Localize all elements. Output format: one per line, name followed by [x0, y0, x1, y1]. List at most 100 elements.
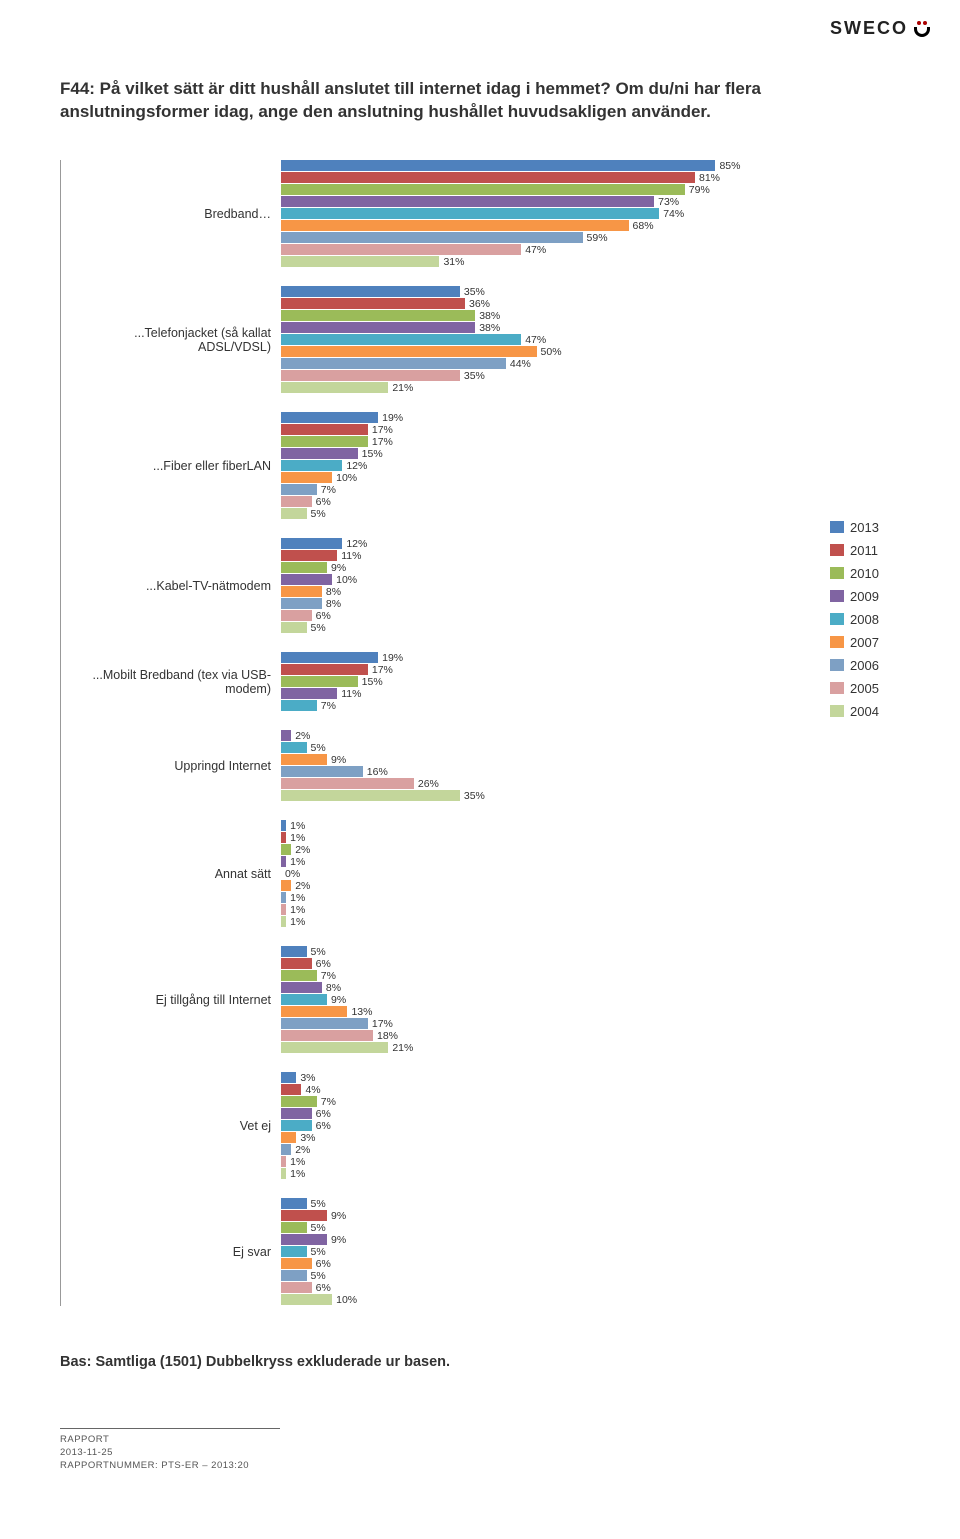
chart-bar-row: 17%	[281, 1018, 818, 1030]
chart-category-group: Bredband…85%81%79%73%74%68%59%47%31%	[61, 160, 818, 268]
chart-bar-value-label: 35%	[460, 370, 485, 382]
chart-category-group: ...Mobilt Bredband (tex via USB-modem)19…	[61, 652, 818, 712]
chart-bar	[281, 994, 327, 1005]
chart-bar-row: 5%	[281, 1246, 818, 1258]
chart-bar-value-label: 7%	[317, 484, 336, 496]
report-block: RAPPORT 2013-11-25 RAPPORTNUMMER: PTS-ER…	[60, 1428, 280, 1473]
chart-bar-row: 19%	[281, 412, 818, 424]
chart-bar	[281, 766, 363, 777]
chart-bar-row: 38%	[281, 310, 818, 322]
chart-bar	[281, 370, 460, 381]
legend-label: 2011	[850, 543, 878, 558]
chart-category-group: Vet ej3%4%7%6%6%3%2%1%1%	[61, 1072, 818, 1180]
chart-category-bars: 2%5%9%16%26%35%	[281, 730, 818, 802]
chart-bar-value-label: 3%	[296, 1072, 315, 1084]
chart-bar-row: 5%	[281, 622, 818, 634]
chart-bar	[281, 1270, 307, 1281]
chart-bar-row: 15%	[281, 448, 818, 460]
chart-category-group: Annat sätt1%1%2%1%0%2%1%1%1%	[61, 820, 818, 928]
chart-bar-value-label: 5%	[307, 1270, 326, 1282]
legend-swatch	[830, 682, 844, 694]
chart-bar	[281, 448, 358, 459]
report-line: RAPPORTNUMMER: PTS-ER – 2013:20	[60, 1459, 280, 1472]
chart-bar	[281, 508, 307, 519]
chart-bar	[281, 1246, 307, 1257]
chart-bar-value-label: 81%	[695, 172, 720, 184]
chart-bar	[281, 1108, 312, 1119]
chart-bar	[281, 472, 332, 483]
chart-bar-value-label: 1%	[286, 1156, 305, 1168]
chart-bar	[281, 880, 291, 891]
chart-bar-value-label: 74%	[659, 208, 684, 220]
chart-bar-value-label: 8%	[322, 586, 341, 598]
chart-bar	[281, 574, 332, 585]
chart-bar-value-label: 9%	[327, 754, 346, 766]
chart-bar-row: 9%	[281, 994, 818, 1006]
chart-bar-value-label: 5%	[307, 622, 326, 634]
chart-bar-row: 5%	[281, 742, 818, 754]
chart-bar-row: 12%	[281, 460, 818, 472]
chart-bar-value-label: 6%	[312, 1258, 331, 1270]
chart-bar-row: 47%	[281, 244, 818, 256]
chart-bar-row: 7%	[281, 970, 818, 982]
chart-bar-value-label: 9%	[327, 1210, 346, 1222]
chart-bar-value-label: 38%	[475, 322, 500, 334]
chart-category-label: Ej svar	[61, 1245, 281, 1259]
chart-bar-value-label: 10%	[332, 574, 357, 586]
chart-bar	[281, 1096, 317, 1107]
chart-bar	[281, 844, 291, 855]
legend-swatch	[830, 567, 844, 579]
chart-bar-value-label: 79%	[685, 184, 710, 196]
chart-bar	[281, 790, 460, 801]
chart-bar-row: 21%	[281, 382, 818, 394]
chart-category-group: ...Kabel-TV-nätmodem12%11%9%10%8%8%6%5%	[61, 538, 818, 634]
chart-bar	[281, 412, 378, 423]
chart-bar-row: 5%	[281, 508, 818, 520]
chart-bar-row: 7%	[281, 700, 818, 712]
chart-bar-value-label: 9%	[327, 994, 346, 1006]
chart-bar-value-label: 2%	[291, 1144, 310, 1156]
chart-bar-value-label: 8%	[322, 982, 341, 994]
chart-bar	[281, 424, 368, 435]
chart-bar	[281, 382, 388, 393]
chart-category-bars: 35%36%38%38%47%50%44%35%21%	[281, 286, 818, 394]
chart-bar	[281, 244, 521, 255]
chart-bar	[281, 598, 322, 609]
chart-bar-value-label: 1%	[286, 832, 305, 844]
chart-bar-value-label: 11%	[337, 688, 361, 700]
chart-bar	[281, 298, 465, 309]
chart-bar-row: 79%	[281, 184, 818, 196]
chart-bar-value-label: 6%	[312, 1282, 331, 1294]
brand-logo-text: SWECO	[830, 18, 908, 39]
chart-category-label: Annat sätt	[61, 867, 281, 881]
chart-bar-row: 1%	[281, 1168, 818, 1180]
chart-bar-row: 9%	[281, 754, 818, 766]
legend-label: 2009	[850, 589, 879, 604]
chart-bar-value-label: 44%	[506, 358, 531, 370]
chart-bar-row: 35%	[281, 790, 818, 802]
chart-bar-value-label: 68%	[629, 220, 654, 232]
chart-bar-value-label: 11%	[337, 550, 361, 562]
chart-bar-value-label: 8%	[322, 598, 341, 610]
chart-bar	[281, 1132, 296, 1143]
chart-bar-row: 81%	[281, 172, 818, 184]
chart-bar	[281, 196, 654, 207]
chart-category-label: ...Mobilt Bredband (tex via USB-modem)	[61, 668, 281, 697]
chart-bar-value-label: 19%	[378, 412, 403, 424]
chart-bar-row: 5%	[281, 1270, 818, 1282]
legend-swatch	[830, 590, 844, 602]
chart-bar-row: 9%	[281, 562, 818, 574]
legend-item: 2004	[830, 704, 900, 719]
chart-bar-value-label: 17%	[368, 424, 393, 436]
chart-bar-row: 68%	[281, 220, 818, 232]
chart-bar-row: 2%	[281, 844, 818, 856]
chart-bar	[281, 676, 358, 687]
chart-bar-value-label: 5%	[307, 1246, 326, 1258]
chart-bar	[281, 256, 439, 267]
chart-bar-value-label: 17%	[368, 664, 393, 676]
chart-bar-value-label: 10%	[332, 472, 357, 484]
chart-bar	[281, 1210, 327, 1221]
chart-bar-row: 2%	[281, 730, 818, 742]
chart-category-label: Uppringd Internet	[61, 759, 281, 773]
chart-bar-value-label: 16%	[363, 766, 388, 778]
